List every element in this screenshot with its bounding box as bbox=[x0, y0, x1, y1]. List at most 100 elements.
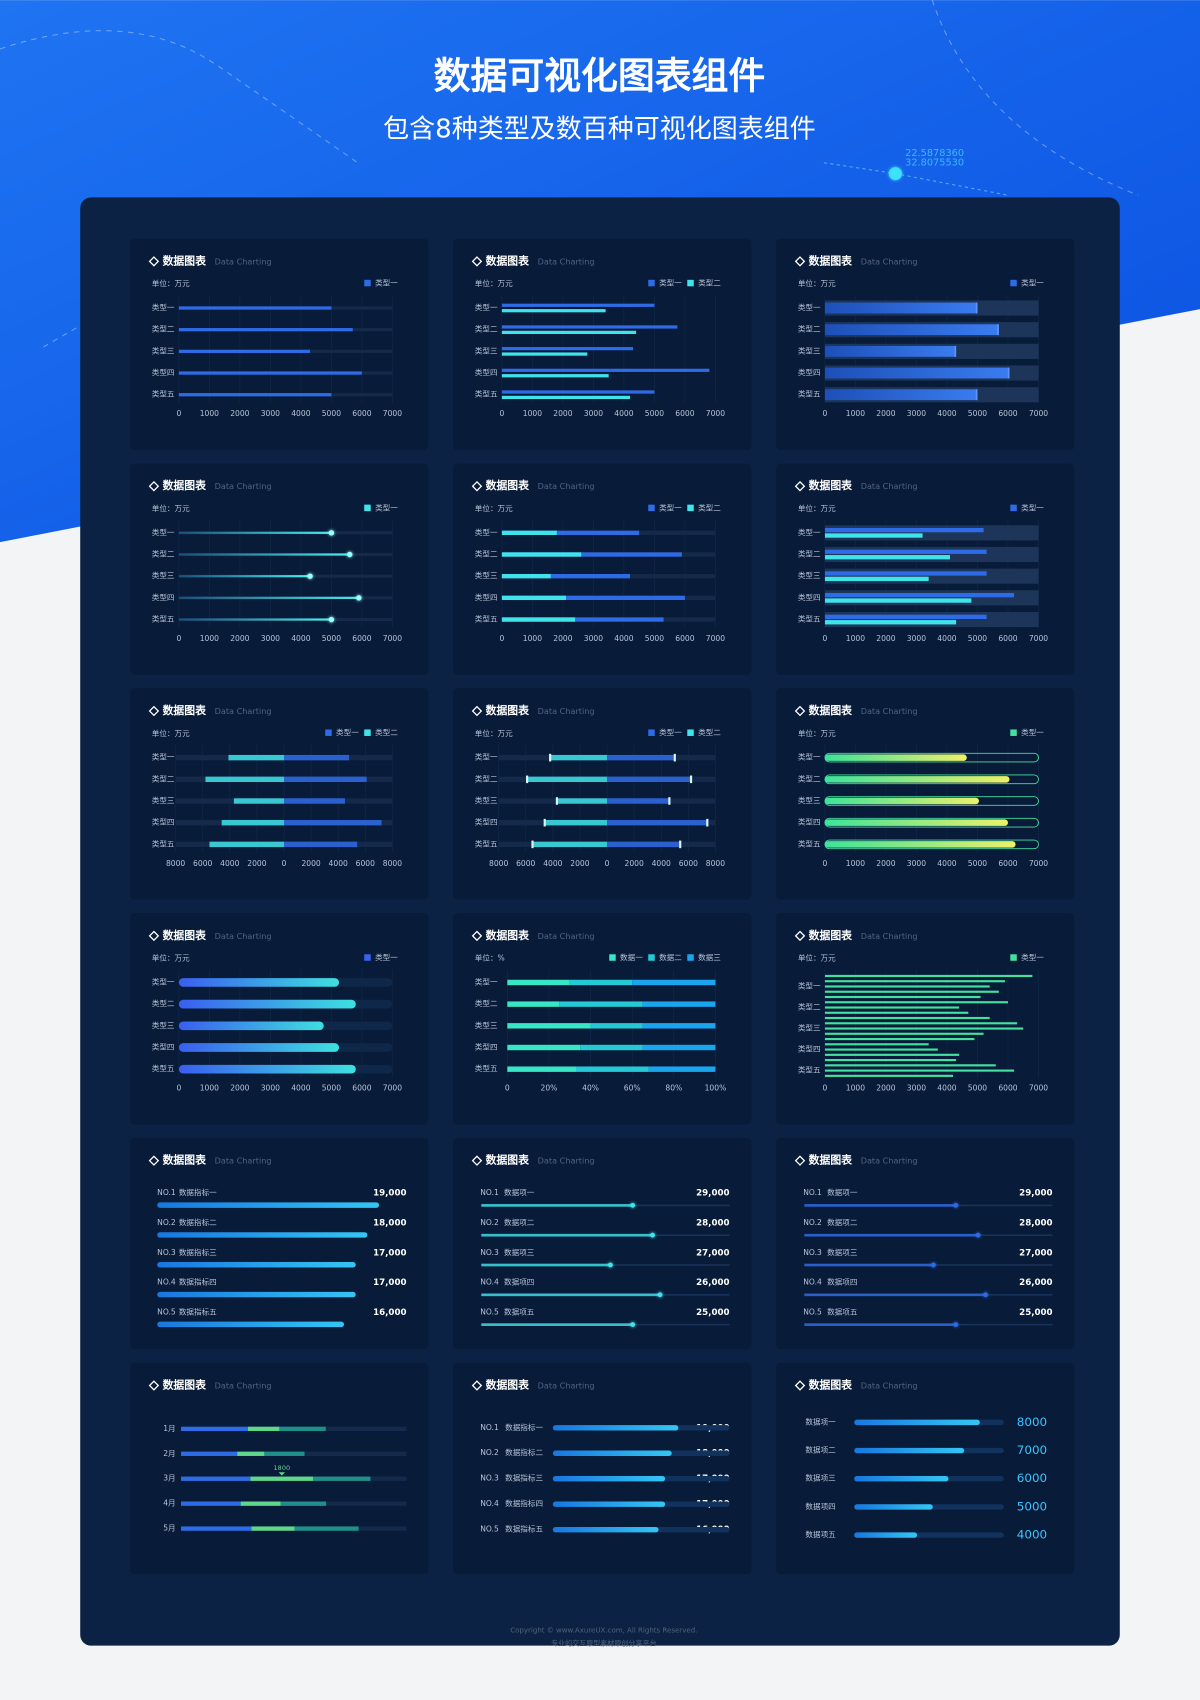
card-subtitle: Data Charting bbox=[215, 706, 272, 716]
legend-swatch bbox=[1010, 504, 1017, 512]
bar bbox=[284, 798, 345, 804]
title-icon bbox=[794, 1380, 806, 1391]
unit-label: 单位：万元 bbox=[475, 503, 513, 513]
bar bbox=[481, 1293, 661, 1297]
x-tick-label: 4000 bbox=[614, 634, 633, 643]
unit-label: 单位：万元 bbox=[475, 278, 513, 288]
category-label: 类型一 bbox=[152, 527, 175, 537]
bar bbox=[501, 574, 631, 579]
x-tick-label: 0 bbox=[176, 409, 181, 418]
bar bbox=[532, 841, 608, 848]
rank-label: NO.2 bbox=[803, 1218, 822, 1227]
category-label: 类型二 bbox=[475, 998, 498, 1008]
x-tick-label: 7000 bbox=[383, 409, 402, 418]
unit-label: 单位：万元 bbox=[798, 278, 836, 288]
bar bbox=[824, 985, 990, 988]
category-label: 类型四 bbox=[475, 817, 498, 827]
x-tick-label: 6000 bbox=[352, 409, 371, 418]
legend-swatch bbox=[364, 279, 371, 287]
bar bbox=[157, 1232, 368, 1238]
bar-segment bbox=[240, 1501, 281, 1506]
category-label: 类型五 bbox=[798, 389, 821, 399]
bar bbox=[178, 349, 311, 353]
item-name: 数据项五 bbox=[827, 1306, 858, 1316]
bar bbox=[228, 754, 285, 761]
bar bbox=[550, 754, 608, 761]
bar bbox=[544, 819, 608, 826]
chart-card: 数据图表 Data Charting NO.1 数据项一 29,000 NO.2 数据项二 2… bbox=[453, 1137, 752, 1350]
bar-segment bbox=[181, 1476, 251, 1481]
title-icon bbox=[148, 1155, 160, 1166]
category-label: 类型二 bbox=[798, 1002, 821, 1012]
bar bbox=[527, 776, 608, 783]
bar bbox=[157, 1202, 380, 1208]
item-name: 数据指标二 bbox=[179, 1217, 217, 1227]
x-tick-label: 6000 bbox=[193, 859, 212, 868]
card-subtitle: Data Charting bbox=[861, 1381, 918, 1391]
bar bbox=[178, 1021, 324, 1031]
bar bbox=[501, 595, 685, 601]
legend-label: 类型二 bbox=[375, 727, 398, 737]
title-icon bbox=[471, 930, 483, 942]
rank-label: NO.1 bbox=[157, 1188, 176, 1197]
bar bbox=[178, 596, 359, 599]
bar bbox=[178, 978, 340, 987]
bar-segment bbox=[507, 1044, 581, 1051]
x-tick-label: 1000 bbox=[846, 859, 865, 868]
item-name: 数据指标四 bbox=[505, 1498, 543, 1508]
bar bbox=[824, 1027, 1024, 1030]
rank-label: NO.3 bbox=[480, 1248, 499, 1257]
bar bbox=[824, 533, 923, 538]
unit-label: 单位：万元 bbox=[152, 278, 190, 288]
x-tick-label: 3000 bbox=[261, 1084, 280, 1093]
x-tick-label: 7000 bbox=[383, 634, 402, 643]
bar-segment bbox=[251, 1526, 295, 1531]
bar-cap bbox=[689, 775, 693, 784]
card-bg bbox=[453, 1137, 752, 1350]
x-tick-label: 6000 bbox=[516, 859, 535, 868]
bar-cap bbox=[668, 797, 671, 805]
bar bbox=[501, 368, 710, 372]
card-subtitle: Data Charting bbox=[215, 1156, 272, 1166]
bar bbox=[552, 1526, 659, 1533]
bar bbox=[824, 324, 999, 336]
legend-swatch bbox=[648, 729, 655, 736]
card-bg bbox=[776, 1362, 1075, 1575]
bar-segment bbox=[181, 1526, 252, 1531]
x-tick-label: 4000 bbox=[543, 859, 562, 868]
legend-label: 类型二 bbox=[698, 278, 721, 288]
data-label: 1800 bbox=[274, 1464, 291, 1472]
item-name: 数据项一 bbox=[805, 1416, 836, 1426]
chart-card: 数据图表 Data Charting 单位：万元 0 1000 2000 3000 4000 5… bbox=[453, 463, 752, 675]
x-tick-label: 0 bbox=[176, 1084, 181, 1093]
category-label: 类型二 bbox=[152, 998, 175, 1008]
category-label: 类型三 bbox=[798, 570, 821, 580]
value-label: 19,000 bbox=[373, 1189, 406, 1199]
rank-label: NO.1 bbox=[803, 1188, 822, 1197]
x-tick-label: 5000 bbox=[645, 634, 664, 643]
bar-end-dot bbox=[356, 595, 362, 601]
card-title: 数据图表 bbox=[809, 703, 852, 717]
value-label: 7000 bbox=[1017, 1443, 1047, 1457]
legend-swatch bbox=[364, 954, 371, 961]
category-label: 类型三 bbox=[798, 1023, 821, 1033]
legend-swatch bbox=[364, 504, 371, 512]
category-label: 类型三 bbox=[475, 795, 498, 805]
legend-label: 数据三 bbox=[698, 952, 721, 962]
item-name: 数据指标三 bbox=[179, 1247, 217, 1257]
bar bbox=[501, 530, 557, 535]
bar-cap bbox=[526, 775, 529, 784]
bar bbox=[501, 390, 655, 394]
x-tick-label: 7000 bbox=[706, 409, 725, 418]
bar bbox=[824, 754, 967, 761]
unit-label: 单位：万元 bbox=[475, 728, 513, 738]
item-name: 数据指标五 bbox=[179, 1306, 217, 1316]
category-label: 类型三 bbox=[152, 1020, 175, 1030]
category-label: 类型五 bbox=[798, 1065, 821, 1075]
page-subtitle: 包含8种类型及数百种可视化图表组件 bbox=[383, 115, 816, 145]
x-tick-label: 1000 bbox=[846, 634, 865, 643]
x-tick-label: 5000 bbox=[322, 1084, 341, 1093]
bar bbox=[481, 1204, 633, 1207]
bar bbox=[178, 393, 332, 397]
